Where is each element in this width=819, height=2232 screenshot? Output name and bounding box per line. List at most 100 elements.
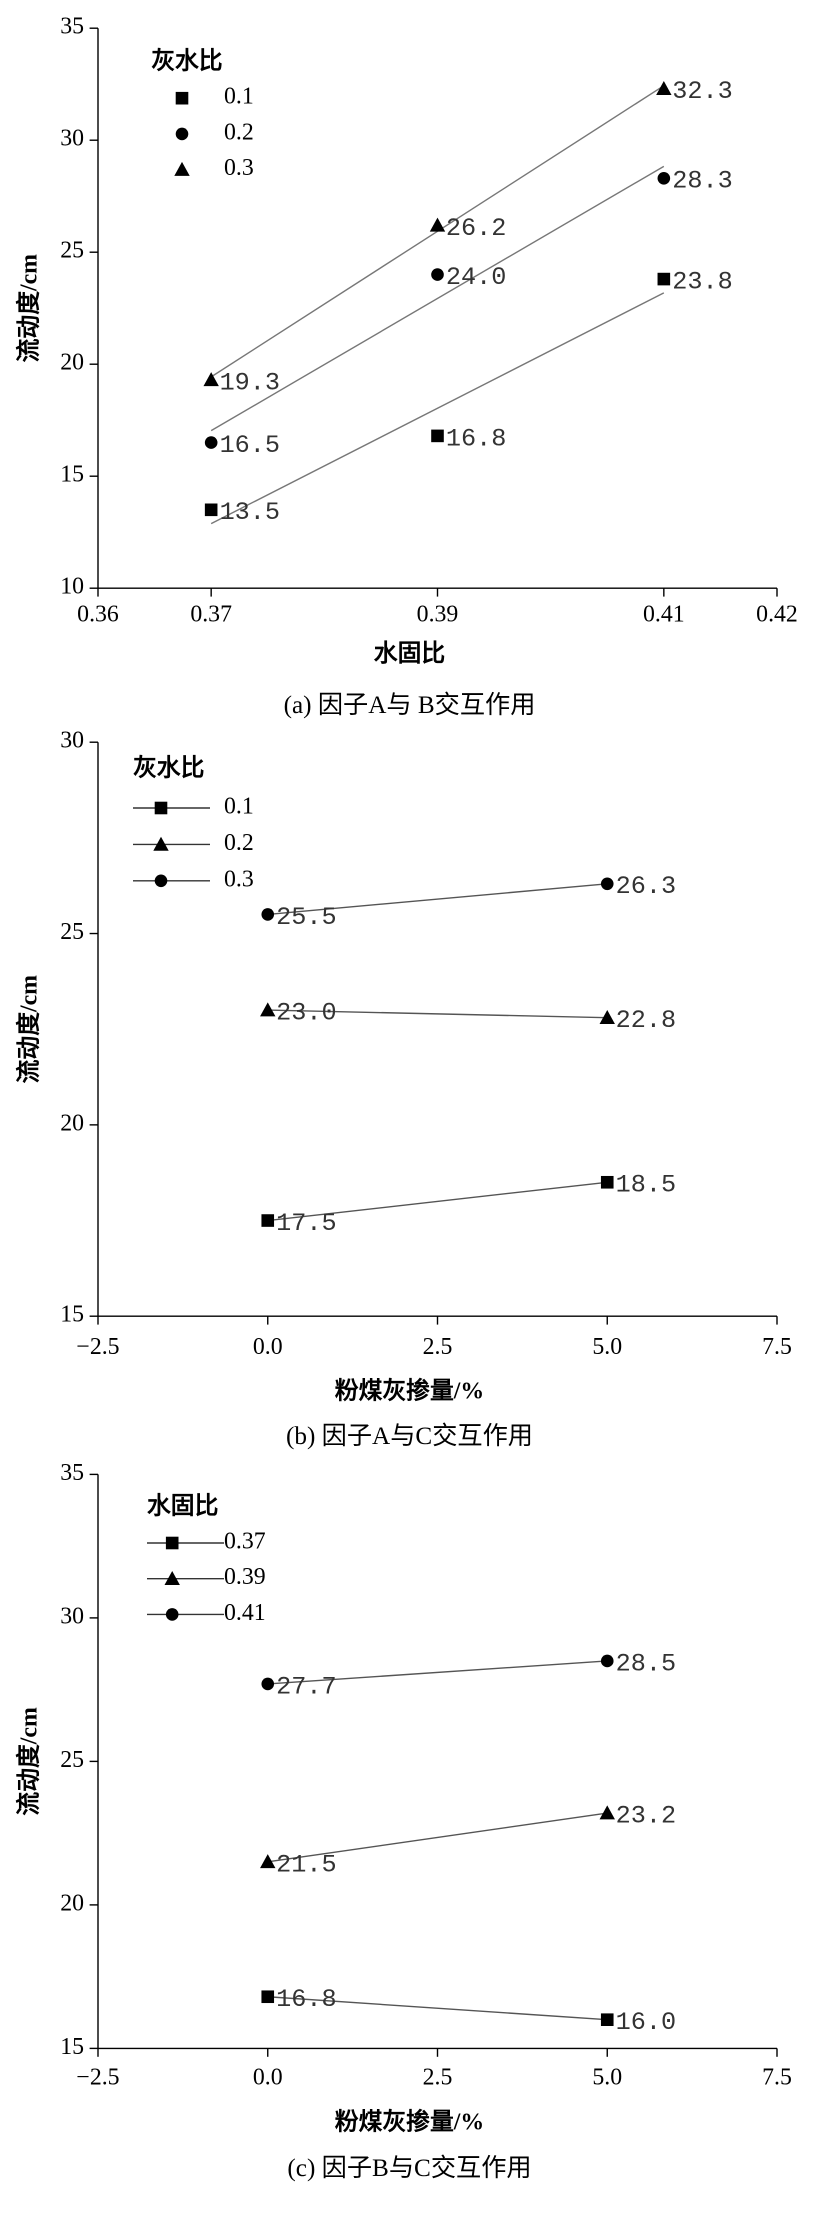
y-tick-label: 15 — [60, 1302, 84, 1328]
y-axis-label: 流动度/cm — [14, 254, 42, 363]
x-tick-label: 2.5 — [423, 1334, 453, 1360]
value-label: 16.8 — [276, 1985, 336, 2014]
x-tick-label: 0.0 — [253, 2065, 283, 2091]
value-label: 17.5 — [276, 1209, 336, 1238]
series-line — [267, 1660, 608, 1685]
x-tick-label: 5.0 — [592, 2065, 622, 2091]
value-label: 22.8 — [616, 1006, 676, 1035]
value-label: 16.0 — [616, 2008, 676, 2037]
point — [431, 429, 444, 443]
y-axis-label: 流动度/cm — [14, 975, 42, 1084]
value-label: 23.8 — [672, 268, 732, 297]
legend-label: 0.3 — [224, 155, 254, 181]
y-tick-label: 35 — [60, 1460, 84, 1486]
value-label: 26.2 — [446, 214, 506, 243]
series-line — [267, 1812, 608, 1863]
value-label: 24.0 — [446, 263, 506, 292]
caption: (a) 因子A与 B交互作用 — [284, 691, 536, 719]
point — [600, 877, 614, 891]
value-label: 16.5 — [220, 431, 280, 460]
legend-label: 0.37 — [224, 1528, 266, 1554]
x-tick-label: 5.0 — [592, 1334, 622, 1360]
legend-marker — [174, 161, 190, 176]
value-label: 25.5 — [276, 903, 336, 932]
y-tick-label: 20 — [60, 350, 84, 376]
value-label: 23.2 — [616, 1802, 676, 1831]
point — [261, 1214, 275, 1227]
y-tick-label: 30 — [60, 728, 84, 754]
y-tick-label: 35 — [60, 14, 84, 40]
point — [600, 1175, 614, 1189]
legend-marker — [153, 836, 169, 851]
point — [599, 1010, 615, 1025]
y-tick-label: 30 — [60, 126, 84, 152]
x-tick-label: 0.41 — [643, 602, 685, 628]
point — [657, 171, 671, 185]
y-tick-label: 25 — [60, 238, 84, 264]
point — [203, 372, 219, 387]
series-line — [267, 1181, 608, 1222]
x-tick-label: −2.5 — [76, 1334, 119, 1360]
legend-label: 0.2 — [224, 830, 254, 856]
y-tick-label: 10 — [60, 574, 84, 600]
value-label: 21.5 — [276, 1850, 336, 1879]
legend-title: 水固比 — [147, 1492, 218, 1519]
point — [429, 217, 446, 232]
point — [260, 1002, 276, 1017]
x-tick-label: 0.0 — [253, 1334, 283, 1360]
trend-line — [210, 165, 665, 432]
value-label: 23.0 — [276, 999, 336, 1028]
point — [261, 1677, 275, 1691]
point — [260, 1854, 276, 1869]
y-tick-label: 20 — [60, 1110, 84, 1136]
point — [204, 503, 218, 517]
caption: (c) 因子B与C交互作用 — [287, 2154, 531, 2182]
point — [600, 2013, 614, 2026]
y-tick-label: 25 — [60, 919, 84, 945]
point — [261, 908, 275, 921]
x-tick-label: 7.5 — [762, 1334, 792, 1360]
x-tick-label: 0.42 — [756, 602, 798, 628]
x-axis-label: 水固比 — [374, 640, 445, 667]
trend-line — [210, 292, 665, 525]
legend-marker — [154, 874, 168, 888]
y-tick-label: 20 — [60, 1890, 84, 1916]
legend-label: 0.1 — [224, 84, 254, 110]
point — [204, 436, 218, 449]
point — [600, 1654, 614, 1668]
x-tick-label: 0.36 — [77, 602, 119, 628]
y-tick-label: 30 — [60, 1603, 84, 1629]
legend-label: 0.39 — [224, 1564, 266, 1590]
value-label: 32.3 — [672, 77, 732, 106]
x-tick-label: 0.39 — [417, 602, 459, 628]
point — [656, 80, 672, 95]
x-tick-label: 2.5 — [423, 2065, 453, 2091]
x-tick-label: 7.5 — [762, 2065, 792, 2091]
x-tick-label: 0.37 — [190, 602, 232, 628]
value-label: 28.5 — [616, 1649, 676, 1678]
point — [599, 1805, 615, 1820]
x-axis-label: 粉煤灰掺量/% — [335, 2107, 484, 2135]
y-tick-label: 25 — [60, 1747, 84, 1773]
legend-marker — [165, 1536, 179, 1550]
series-line — [267, 1009, 608, 1019]
y-axis-label: 流动度/cm — [14, 1707, 42, 1816]
value-label: 19.3 — [220, 368, 280, 397]
legend-label: 0.1 — [224, 793, 254, 819]
x-axis-label: 粉煤灰掺量/% — [335, 1377, 484, 1405]
x-tick-label: −2.5 — [76, 2065, 119, 2091]
value-label: 13.5 — [220, 498, 280, 527]
caption: (b) 因子A与C交互作用 — [286, 1422, 533, 1450]
value-label: 27.7 — [276, 1672, 336, 1701]
value-label: 18.5 — [616, 1171, 676, 1200]
legend-title: 灰水比 — [151, 48, 222, 75]
value-label: 16.8 — [446, 424, 506, 453]
legend-marker — [164, 1571, 180, 1585]
value-label: 28.3 — [672, 167, 732, 196]
point — [261, 1990, 275, 2004]
legend-label: 0.2 — [224, 119, 254, 145]
legend-marker — [154, 801, 168, 815]
point — [431, 268, 444, 281]
